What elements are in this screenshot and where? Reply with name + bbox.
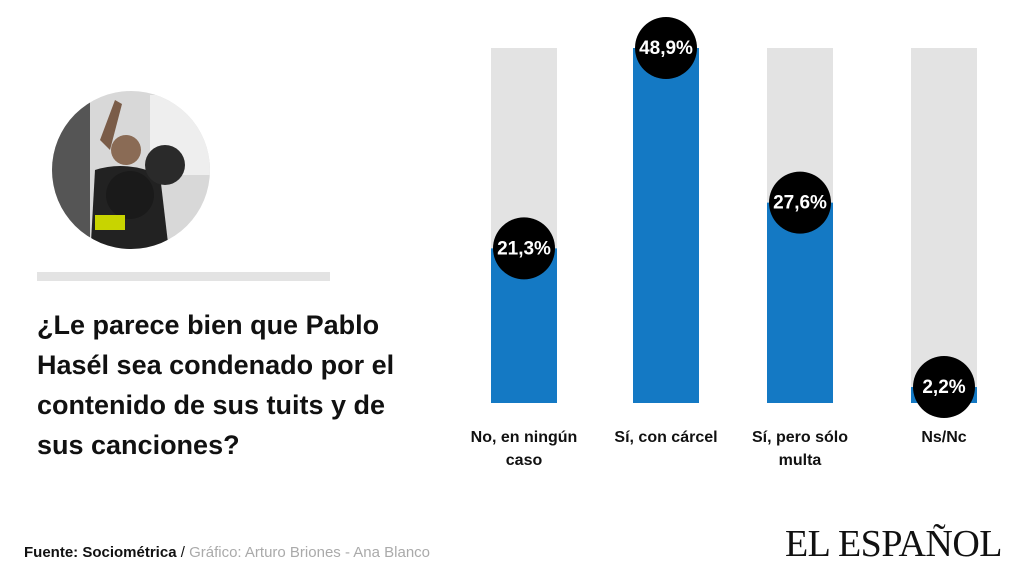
separator: / <box>180 544 185 561</box>
logo: EL ESPAÑOL <box>784 523 1003 565</box>
source: Fuente: Sociométrica <box>24 544 177 561</box>
value-badge <box>635 17 697 79</box>
divider <box>37 272 330 281</box>
chart-title: ¿Le parece bien que Pablo Hasél sea cond… <box>37 310 395 460</box>
value-badge <box>913 356 975 419</box>
credit: Gráfico: Arturo Briones - Ana Blanco <box>189 544 431 561</box>
bar <box>767 202 833 403</box>
bars: 21,3% 48,9% 27,6% 2,2% <box>491 17 977 419</box>
footer: Fuente: Sociométrica / Gráfico: Arturo B… <box>24 544 430 561</box>
category-label: Sí, pero sólo multa <box>751 429 848 469</box>
value-badge <box>493 217 555 280</box>
category-label: Ns/Nc <box>921 429 967 446</box>
value-label: 27,6% <box>773 193 827 214</box>
value-label: 21,3% <box>497 238 551 259</box>
category-label: No, en ningún caso <box>470 429 578 469</box>
value-label: 2,2% <box>922 377 965 398</box>
photo <box>52 91 210 249</box>
bar <box>633 48 699 403</box>
bar-track <box>911 48 977 403</box>
value-label: 48,9% <box>639 38 693 59</box>
value-badge <box>769 171 831 234</box>
category-label: Sí, con cárcel <box>614 429 718 446</box>
